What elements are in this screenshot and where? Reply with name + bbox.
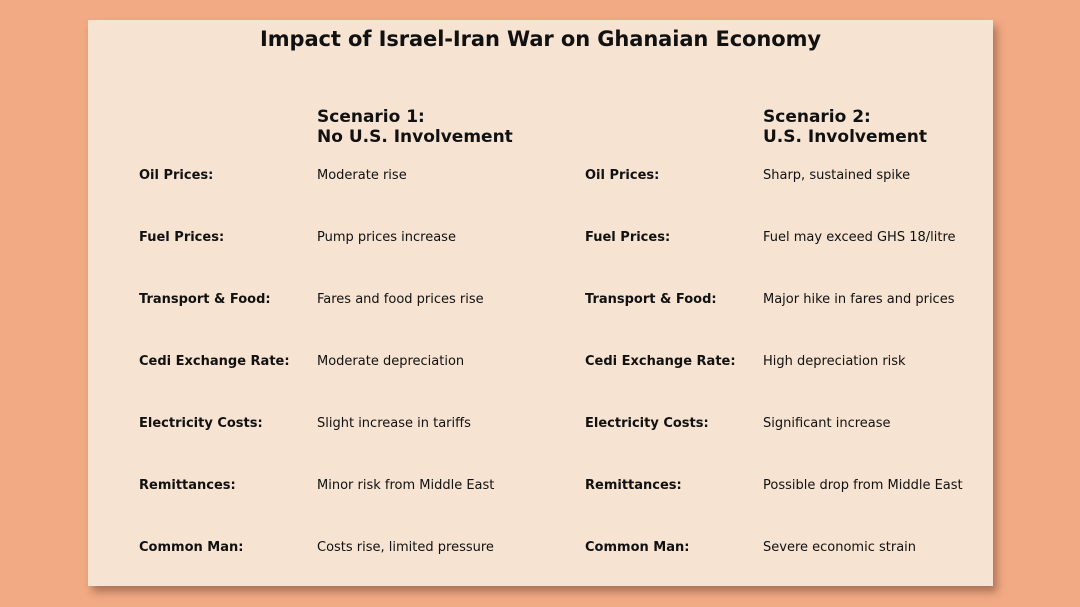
s1-value-transport-food: Fares and food prices rise xyxy=(317,292,484,307)
s2-value-remittances: Possible drop from Middle East xyxy=(763,478,963,493)
s1-value-fuel-prices: Pump prices increase xyxy=(317,230,456,245)
s1-label-oil-prices: Oil Prices: xyxy=(139,168,214,183)
s1-value-remittances: Minor risk from Middle East xyxy=(317,478,495,493)
s1-value-common-man: Costs rise, limited pressure xyxy=(317,540,494,555)
s2-value-electricity-costs: Significant increase xyxy=(763,416,891,431)
scenario-1-heading: Scenario 1: No U.S. Involvement xyxy=(317,107,513,147)
s2-label-oil-prices: Oil Prices: xyxy=(585,168,660,183)
s2-value-transport-food: Major hike in fares and prices xyxy=(763,292,955,307)
comparison-card: Impact of Israel-Iran War on Ghanaian Ec… xyxy=(88,20,993,586)
scenario-2-heading: Scenario 2: U.S. Involvement xyxy=(763,107,927,147)
s2-label-transport-food: Transport & Food: xyxy=(585,292,717,307)
s1-label-common-man: Common Man: xyxy=(139,540,244,555)
s2-label-fuel-prices: Fuel Prices: xyxy=(585,230,671,245)
s1-label-cedi-exchange-rate: Cedi Exchange Rate: xyxy=(139,354,290,369)
s2-value-fuel-prices: Fuel may exceed GHS 18/litre xyxy=(763,230,956,245)
scenario-1-number: Scenario 1: xyxy=(317,107,425,127)
s2-value-cedi-exchange-rate: High depreciation risk xyxy=(763,354,906,369)
scenario-2-name: U.S. Involvement xyxy=(763,127,927,147)
s1-label-electricity-costs: Electricity Costs: xyxy=(139,416,263,431)
s1-label-transport-food: Transport & Food: xyxy=(139,292,271,307)
s1-label-fuel-prices: Fuel Prices: xyxy=(139,230,225,245)
s1-label-remittances: Remittances: xyxy=(139,478,236,493)
s2-label-remittances: Remittances: xyxy=(585,478,682,493)
s2-label-electricity-costs: Electricity Costs: xyxy=(585,416,709,431)
s1-value-cedi-exchange-rate: Moderate depreciation xyxy=(317,354,465,369)
s2-label-common-man: Common Man: xyxy=(585,540,690,555)
s2-value-common-man: Severe economic strain xyxy=(763,540,917,555)
s2-label-cedi-exchange-rate: Cedi Exchange Rate: xyxy=(585,354,736,369)
page-title: Impact of Israel-Iran War on Ghanaian Ec… xyxy=(260,27,821,51)
scenario-2-number: Scenario 2: xyxy=(763,107,871,127)
s1-value-electricity-costs: Slight increase in tariffs xyxy=(317,416,471,431)
s1-value-oil-prices: Moderate rise xyxy=(317,168,407,183)
s2-value-oil-prices: Sharp, sustained spike xyxy=(763,168,911,183)
scenario-1-name: No U.S. Involvement xyxy=(317,127,513,147)
